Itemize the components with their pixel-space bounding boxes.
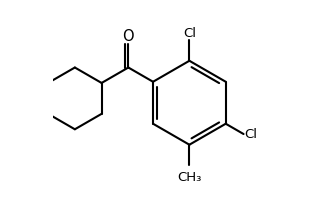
Text: Cl: Cl [244,127,257,141]
Text: O: O [123,29,134,44]
Text: Cl: Cl [183,27,196,40]
Text: CH₃: CH₃ [177,171,202,184]
